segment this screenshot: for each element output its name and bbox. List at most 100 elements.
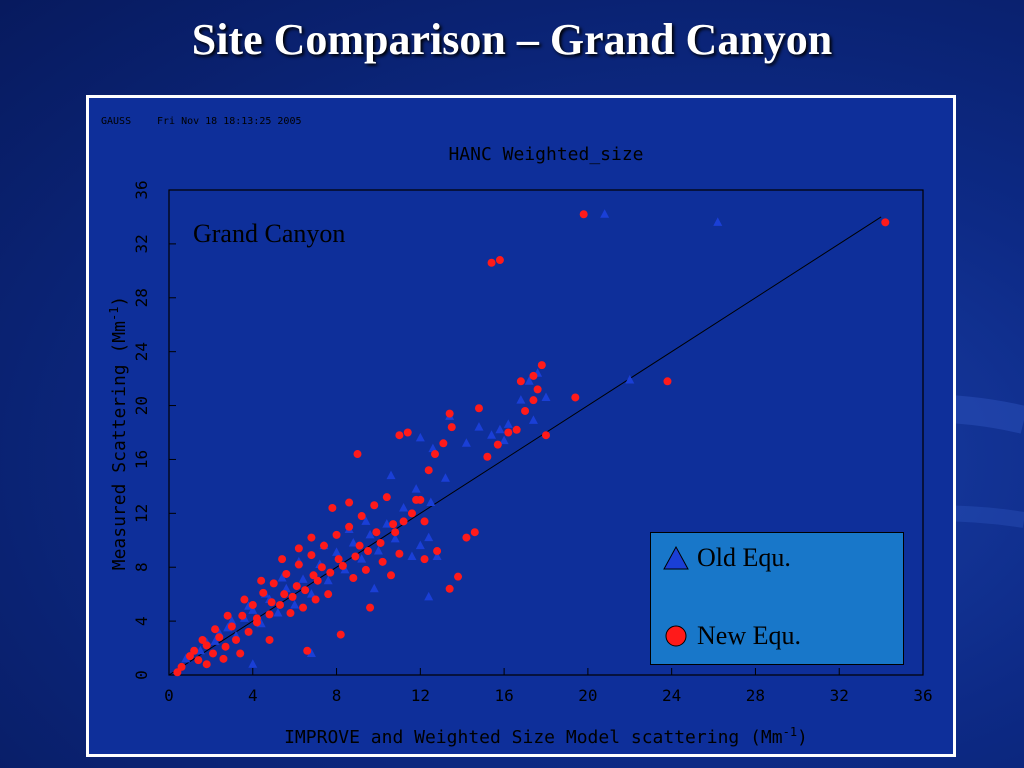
new-equ-point: [326, 568, 335, 577]
annotation-label: Grand Canyon: [193, 219, 345, 248]
new-equ-point: [319, 541, 328, 550]
old-equ-point: [306, 589, 316, 598]
new-equ-point: [232, 635, 241, 644]
new-equ-point: [223, 611, 232, 620]
new-equ-point: [516, 377, 525, 386]
new-equ-point: [215, 633, 224, 642]
new-equ-point: [357, 512, 366, 521]
new-equ-point: [338, 561, 347, 570]
y-tick-label: 16: [132, 450, 151, 469]
x-tick-label: 36: [913, 686, 932, 705]
new-equ-point: [370, 501, 379, 510]
old-equ-point: [386, 470, 396, 480]
new-equ-point: [328, 503, 337, 512]
one-to-one-line: [168, 216, 882, 676]
old-equ-point: [390, 533, 400, 543]
old-equ-point: [348, 537, 358, 547]
new-equ-point: [387, 571, 396, 580]
new-equ-point: [286, 609, 295, 618]
x-tick-label: 16: [494, 686, 513, 705]
old-equ-point: [600, 209, 610, 218]
new-equ-point: [363, 547, 372, 556]
new-equ-point: [198, 635, 207, 644]
new-equ-point: [445, 409, 454, 418]
old-equ-point: [424, 532, 434, 542]
x-tick-label: 12: [411, 686, 430, 705]
new-equ-point: [177, 662, 186, 671]
new-equ-point: [336, 630, 345, 639]
new-equ-point: [493, 440, 502, 449]
legend-item-old: Old Equ.: [663, 543, 791, 573]
scatter-chart: GAUSS Fri Nov 18 18:13:25 2005 HANC Weig…: [101, 116, 933, 748]
old-equ-point: [424, 591, 434, 601]
new-equ-point: [236, 649, 245, 658]
old-equ-point: [713, 217, 723, 226]
new-equ-point: [190, 646, 199, 655]
x-tick-label: 32: [830, 686, 849, 705]
new-equ-point: [376, 538, 385, 547]
new-equ-point: [202, 660, 211, 669]
new-equ-point: [462, 533, 471, 542]
old-equ-point: [290, 599, 300, 609]
old-equ-point: [281, 583, 291, 593]
old-equ-point: [415, 540, 425, 550]
x-axis-label: IMPROVE and Weighted Size Model scatteri…: [284, 725, 808, 748]
old-equ-point: [426, 497, 436, 507]
new-equ-point: [185, 652, 194, 661]
new-equ-point: [424, 466, 433, 475]
new-equ-point: [294, 544, 303, 553]
legend-label-old: Old Equ.: [697, 543, 791, 572]
new-equ-point: [334, 555, 343, 564]
new-equ-point: [280, 590, 289, 599]
new-equ-point: [483, 452, 492, 461]
new-equ-point: [317, 563, 326, 572]
new-equ-point: [412, 495, 421, 504]
new-equ-point: [353, 450, 362, 459]
new-equ-point: [173, 668, 182, 677]
x-tick-label: 20: [578, 686, 597, 705]
new-equ-point: [378, 557, 387, 566]
old-equ-point: [382, 519, 392, 528]
new-equ-point: [303, 646, 312, 655]
y-tick-label: 8: [132, 562, 151, 572]
new-equ-point: [474, 404, 483, 413]
old-equ-point: [210, 636, 220, 645]
old-equ-point: [407, 551, 417, 560]
new-equ-point: [395, 431, 404, 440]
new-equ-point: [521, 406, 530, 415]
old-equ-point: [365, 529, 375, 539]
x-tick-label: 0: [164, 686, 174, 705]
new-equ-point: [288, 592, 297, 601]
new-equ-point: [881, 218, 890, 227]
new-equ-point: [533, 385, 542, 394]
new-equ-point: [454, 572, 463, 581]
x-tick-label: 28: [746, 686, 765, 705]
new-equ-point: [439, 439, 448, 448]
new-equ-point: [267, 598, 276, 607]
x-tick-label: 8: [332, 686, 342, 705]
old-equ-point: [195, 645, 205, 655]
new-equ-point: [495, 256, 504, 265]
old-equ-point: [495, 424, 505, 434]
new-equ-point: [211, 625, 220, 634]
old-equ-point: [306, 648, 316, 657]
new-equ-point: [391, 528, 400, 537]
header-left: GAUSS: [101, 116, 131, 127]
new-equ-point: [309, 571, 318, 580]
old-equ-point: [487, 430, 497, 439]
y-tick-label: 24: [132, 342, 151, 361]
old-equ-point: [181, 653, 191, 663]
new-equ-point: [248, 600, 257, 609]
old-equ-point: [323, 575, 333, 585]
new-equ-point: [366, 603, 375, 612]
old-equ-point: [369, 583, 379, 593]
y-tick-label: 32: [132, 234, 151, 253]
old-equ-point: [298, 574, 308, 583]
old-equ-point: [503, 419, 513, 428]
x-tick-label: 4: [248, 686, 258, 705]
new-equ-point: [382, 493, 391, 502]
new-equ-point: [571, 393, 580, 402]
old-equ-point: [432, 551, 442, 560]
new-equ-point: [292, 582, 301, 591]
plot-area: [168, 189, 924, 676]
